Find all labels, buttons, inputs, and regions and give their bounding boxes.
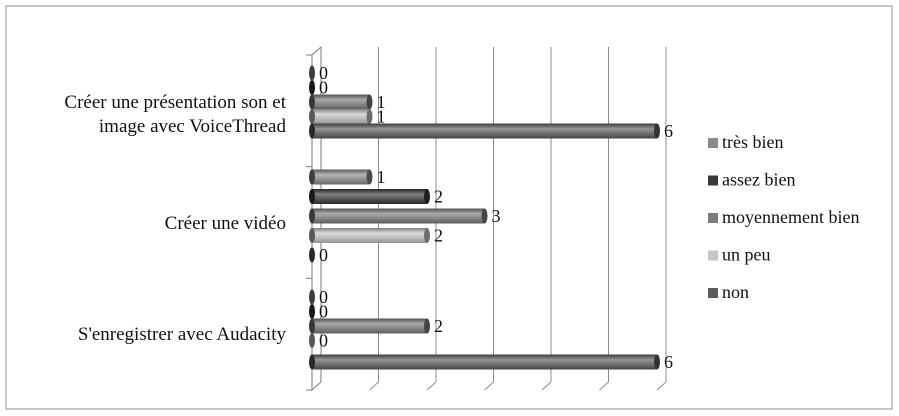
bar-tres-bien-3 [309,289,315,305]
bar-moyennement-bien-3 [309,318,430,334]
bar-non-3 [309,354,660,370]
bar-assez-bien-2 [309,189,430,204]
data-label-assez-bien-1: 0 [319,78,328,98]
data-label-non-1: 6 [664,121,673,141]
data-label-un-peu-2: 2 [434,226,443,246]
legend-item-non: non [708,282,749,302]
legend-label: très bien [722,132,783,152]
bar-assez-bien-3 [309,304,315,319]
chart-border [5,5,893,410]
bar-non-1 [309,123,660,139]
bar-un-peu-1 [309,109,373,124]
legend-label: assez bien [722,170,795,190]
gridline-floor [599,381,609,391]
legend-label: un peu [722,245,771,265]
legend-swatch [708,213,718,223]
legend-swatch [708,138,718,148]
legend-item-tres-bien: très bien [708,132,783,152]
category-label-3: S'enregistrer avec Audacity [78,324,287,345]
bar-tres-bien-1 [309,65,315,81]
category-label-1: image avec VoiceThread [99,116,287,137]
data-label-moyennement-bien-2: 3 [492,206,501,226]
bar-assez-bien-1 [309,80,315,95]
bar-moyennement-bien-1 [309,94,373,110]
data-label-assez-bien-3: 0 [319,302,328,322]
category-label-1: Créer une présentation son et [64,92,286,113]
bar-un-peu-2 [309,228,430,243]
data-label-un-peu-1: 1 [377,107,386,127]
legend-label: moyennement bien [722,207,859,227]
legend-label: non [722,282,749,302]
bar-non-2 [309,247,315,263]
data-label-moyennement-bien-3: 2 [434,316,443,336]
data-label-tres-bien-1: 0 [319,63,328,83]
legend-swatch [708,288,718,298]
legend: très bien assez bien moyennement bien un pe… [708,132,859,302]
legend-item-assez-bien: assez bien [708,170,795,190]
category-labels: Créer une présentation son et image avec … [64,92,286,345]
data-label-non-2: 0 [319,245,328,265]
legend-item-moyennement-bien: moyennement bien [708,207,859,227]
bars [309,65,660,370]
gridline-floor [484,381,494,391]
bar-tres-bien-2 [309,169,373,185]
data-label-un-peu-3: 0 [319,331,328,351]
bar-un-peu-3 [309,333,315,348]
gridline-floor [426,381,437,391]
gridline-floor [656,381,667,391]
data-label-moyennement-bien-1: 1 [377,92,386,112]
legend-swatch [708,250,718,261]
gridline-floor [369,381,379,391]
bar-moyennement-bien-2 [309,208,488,224]
legend-item-un-peu: un peu [708,245,771,265]
data-label-assez-bien-2: 2 [434,187,443,207]
data-label-tres-bien-2: 1 [377,167,386,187]
legend-swatch [708,175,718,186]
data-label-tres-bien-3: 0 [319,287,328,307]
gridline-floor [541,381,552,391]
category-label-2: Créer une vidéo [165,213,286,234]
data-label-non-3: 6 [664,352,673,372]
